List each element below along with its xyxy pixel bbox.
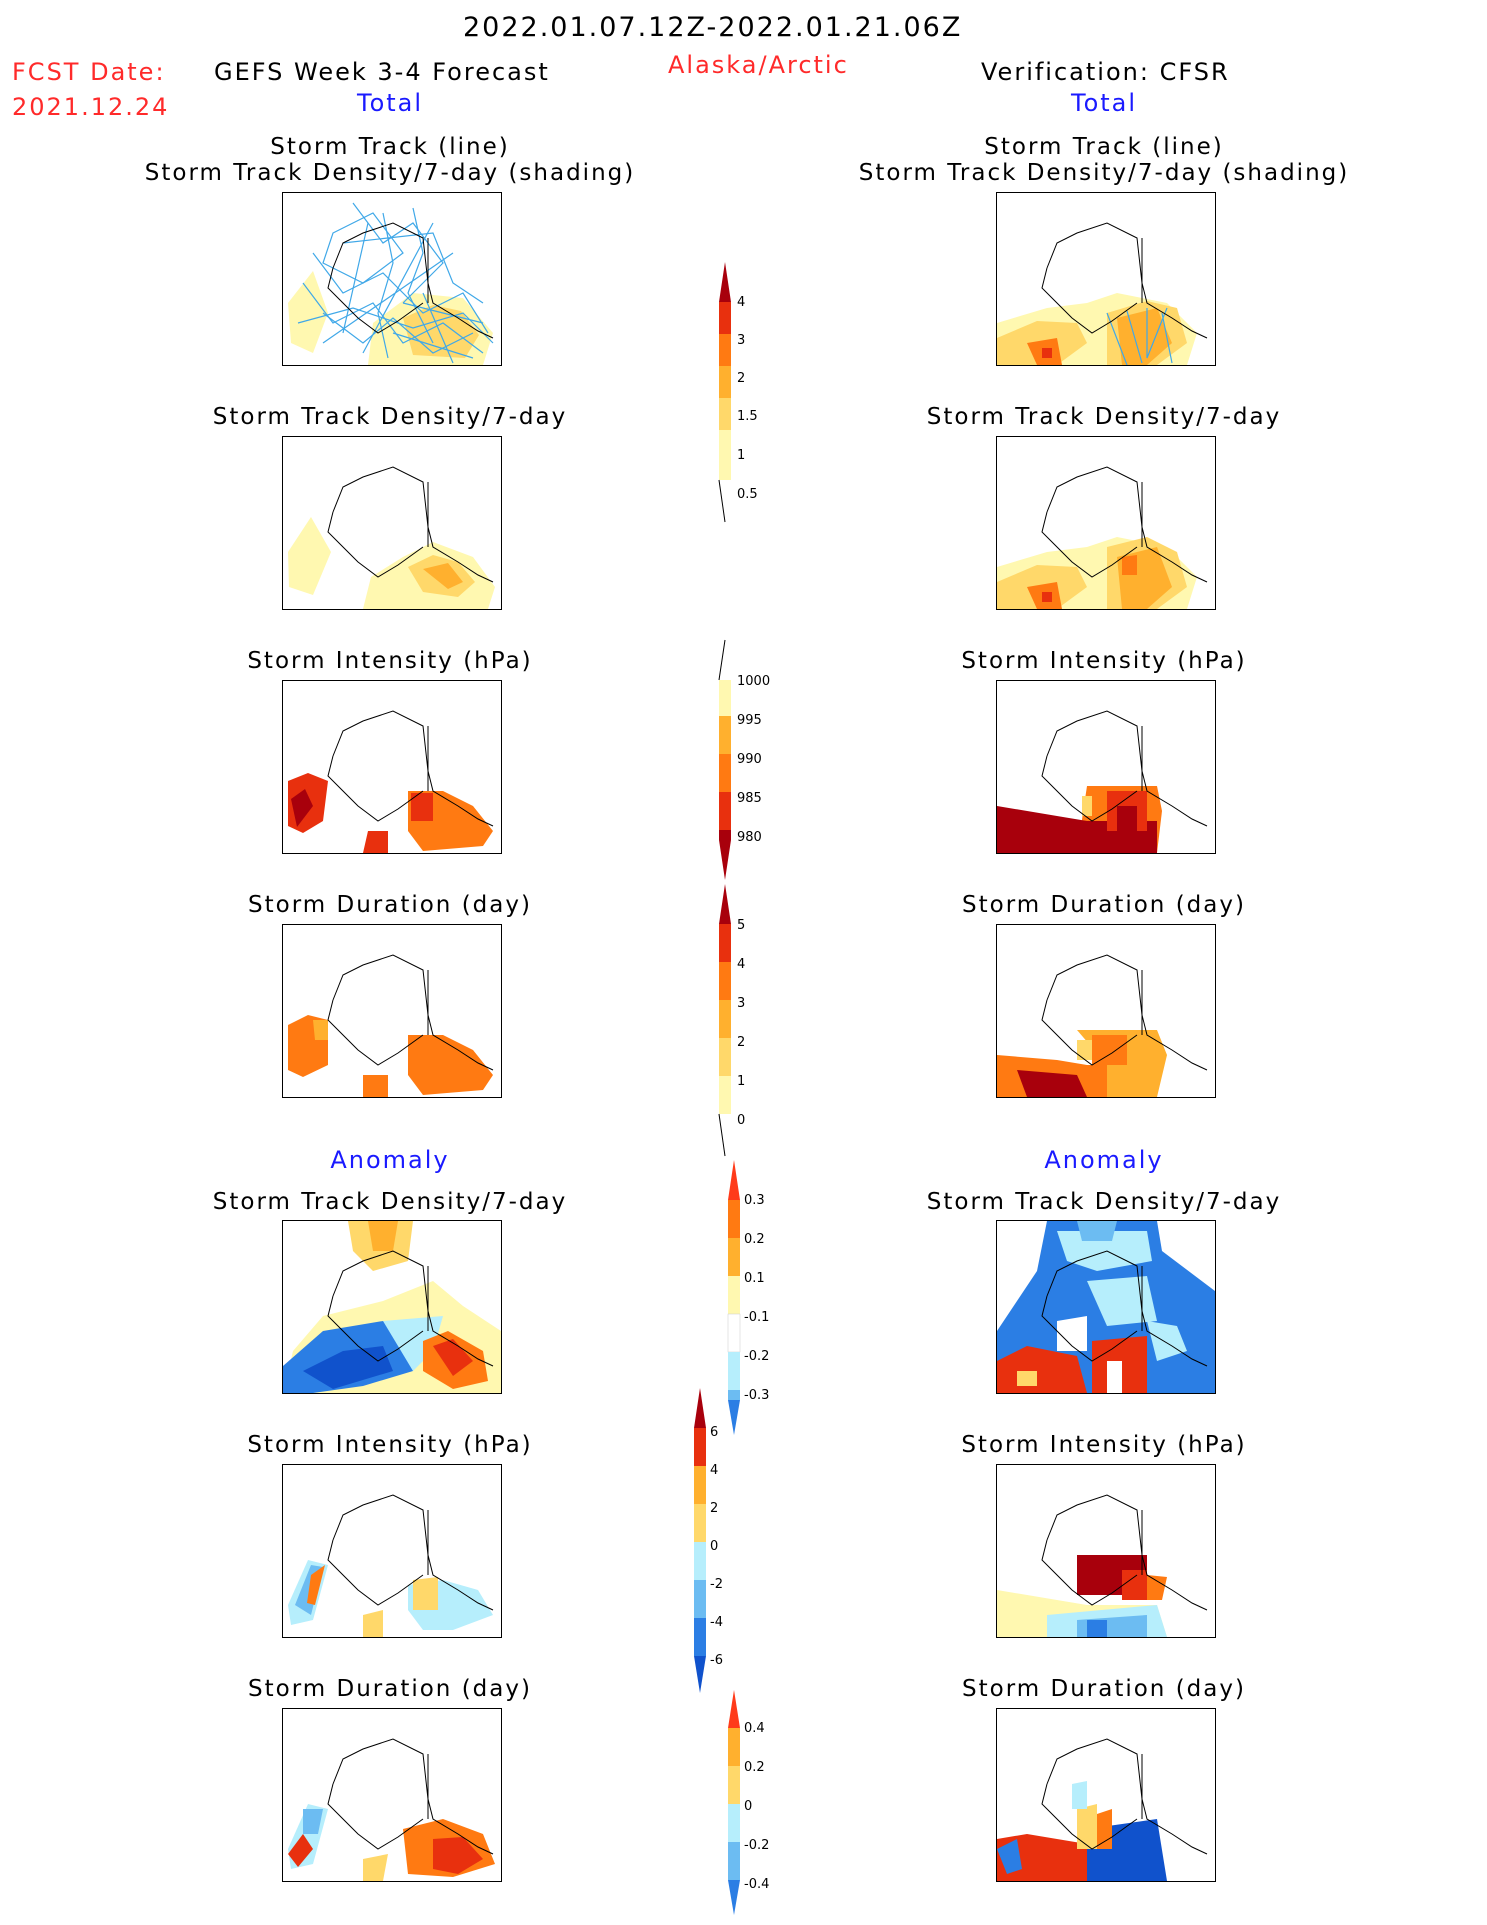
colorbar-intensity-anom-tick: 4 xyxy=(710,1463,718,1478)
map-left-intensity-anom xyxy=(282,1464,502,1638)
left-intensity-title: Storm Intensity (hPa) xyxy=(247,648,533,674)
colorbar-density-anom-tick: 0.1 xyxy=(744,1271,765,1286)
verification-title: Verification: CFSR xyxy=(981,58,1230,86)
colorbar-duration-tick: 5 xyxy=(737,918,745,933)
right-intensity-anom-title: Storm Intensity (hPa) xyxy=(961,1432,1247,1458)
alaska-outline-icon xyxy=(327,710,494,827)
left-track-title-2: Storm Track Density/7-day (shading) xyxy=(144,160,636,186)
colorbar-intensity-tick: 990 xyxy=(737,752,762,767)
colorbar-density-anom-tick: -0.1 xyxy=(744,1310,769,1325)
colorbar-intensity-anom-tick: -4 xyxy=(710,1615,723,1630)
colorbar-density-anom-tick: -0.2 xyxy=(744,1349,769,1364)
right-track-title-2: Storm Track Density/7-day (shading) xyxy=(858,160,1350,186)
alaska-outline-icon xyxy=(1041,466,1208,583)
left-density-title: Storm Track Density/7-day xyxy=(212,404,568,430)
colorbar-intensity-anom-tick: 0 xyxy=(710,1539,718,1554)
left-duration-anom-title: Storm Duration (day) xyxy=(248,1676,532,1702)
colorbar-duration-anom-tick: 0.4 xyxy=(744,1721,765,1736)
alaska-outline-icon xyxy=(327,1494,494,1611)
colorbar-density-tick: 2 xyxy=(737,371,745,386)
colorbar-intensity-anom: 6 4 2 0 -2 -4 -6 xyxy=(690,1388,750,1702)
colorbar-duration-anom-tick: -0.2 xyxy=(744,1838,769,1853)
alaska-outline-icon xyxy=(327,1250,494,1367)
map-right-density-anom xyxy=(996,1220,1216,1394)
alaska-outline-icon xyxy=(1041,1738,1208,1855)
alaska-outline-icon xyxy=(327,1738,494,1855)
map-left-track xyxy=(282,192,502,366)
fcst-date-value: 2021.12.24 xyxy=(12,93,170,121)
left-track-title-1: Storm Track (line) xyxy=(270,134,510,160)
right-duration-anom-title: Storm Duration (day) xyxy=(962,1676,1246,1702)
total-label-left: Total xyxy=(357,89,424,117)
colorbar-intensity-anom-tick: 2 xyxy=(710,1501,718,1516)
alaska-outline-icon xyxy=(1041,1494,1208,1611)
map-right-density xyxy=(996,436,1216,610)
map-right-intensity-anom xyxy=(996,1464,1216,1638)
colorbar-duration-tick: 4 xyxy=(737,957,745,972)
alaska-outline-icon xyxy=(1041,954,1208,1071)
alaska-outline-icon xyxy=(327,954,494,1071)
left-duration-title: Storm Duration (day) xyxy=(248,892,532,918)
colorbar-intensity-anom-tick: -6 xyxy=(710,1653,723,1668)
alaska-outline-icon xyxy=(1041,710,1208,827)
colorbar-duration-tick: 2 xyxy=(737,1035,745,1050)
fcst-date-label: FCST Date: xyxy=(12,58,166,86)
colorbar-duration-anom-tick: 0.2 xyxy=(744,1760,765,1775)
left-intensity-anom-title: Storm Intensity (hPa) xyxy=(247,1432,533,1458)
colorbar-density-anom-tick: 0.2 xyxy=(744,1232,765,1247)
period-title: 2022.01.07.12Z-2022.01.21.06Z xyxy=(463,12,963,43)
colorbar-density-tick: 3 xyxy=(737,333,745,348)
colorbar-duration-anom: 0.4 0.2 0 -0.2 -0.4 xyxy=(724,1690,784,1924)
map-right-intensity xyxy=(996,680,1216,854)
alaska-outline-icon xyxy=(1041,1250,1208,1367)
colorbar-intensity-anom-tick: 6 xyxy=(710,1425,718,1440)
map-left-density-anom xyxy=(282,1220,502,1394)
total-label-right: Total xyxy=(1071,89,1138,117)
map-left-duration-anom xyxy=(282,1708,502,1882)
model-title: GEFS Week 3-4 Forecast xyxy=(214,58,550,86)
right-duration-title: Storm Duration (day) xyxy=(962,892,1246,918)
map-right-duration-anom xyxy=(996,1708,1216,1882)
colorbar-intensity-tick: 985 xyxy=(737,791,762,806)
colorbar-density: 4 3 2 1.5 1 0.5 xyxy=(715,262,775,546)
right-density-title: Storm Track Density/7-day xyxy=(926,404,1282,430)
colorbar-intensity-anom-tick: -2 xyxy=(710,1577,723,1592)
colorbar-duration-tick: 1 xyxy=(737,1074,745,1089)
right-track-title-1: Storm Track (line) xyxy=(984,134,1224,160)
alaska-outline-icon xyxy=(1041,222,1208,339)
colorbar-intensity: 1000 995 990 985 980 xyxy=(715,639,785,884)
right-density-anom-title: Storm Track Density/7-day xyxy=(926,1189,1282,1215)
colorbar-intensity-tick: 1000 xyxy=(737,674,770,689)
left-density-anom-title: Storm Track Density/7-day xyxy=(212,1189,568,1215)
colorbar-intensity-tick: 995 xyxy=(737,713,762,728)
right-intensity-title: Storm Intensity (hPa) xyxy=(961,648,1247,674)
map-right-track xyxy=(996,192,1216,366)
colorbar-duration-tick: 3 xyxy=(737,996,745,1011)
anomaly-label-left: Anomaly xyxy=(330,1146,450,1174)
map-left-intensity xyxy=(282,680,502,854)
colorbar-density-tick: 1.5 xyxy=(737,409,758,424)
colorbar-density-anom-tick: -0.3 xyxy=(744,1388,769,1403)
colorbar-duration-anom-tick: -0.4 xyxy=(744,1877,769,1892)
colorbar-duration-anom-tick: 0 xyxy=(744,1799,752,1814)
alaska-outline-icon xyxy=(327,222,494,339)
colorbar-density-anom: 0.3 0.2 0.1 -0.1 -0.2 -0.3 xyxy=(724,1160,784,1444)
colorbar-density-tick: 1 xyxy=(737,448,745,463)
map-right-duration xyxy=(996,924,1216,1098)
alaska-outline-icon xyxy=(327,466,494,583)
region-title: Alaska/Arctic xyxy=(668,51,849,79)
map-left-duration xyxy=(282,924,502,1098)
colorbar-density-tick: 0.5 xyxy=(737,487,758,502)
colorbar-duration-tick: 0 xyxy=(737,1113,745,1128)
colorbar-density-anom-tick: 0.3 xyxy=(744,1193,765,1208)
anomaly-label-right: Anomaly xyxy=(1044,1146,1164,1174)
colorbar-density-tick: 4 xyxy=(737,295,745,310)
colorbar-intensity-tick: 980 xyxy=(737,830,762,845)
map-left-density xyxy=(282,436,502,610)
colorbar-duration: 5 4 3 2 1 0 xyxy=(715,884,775,1168)
